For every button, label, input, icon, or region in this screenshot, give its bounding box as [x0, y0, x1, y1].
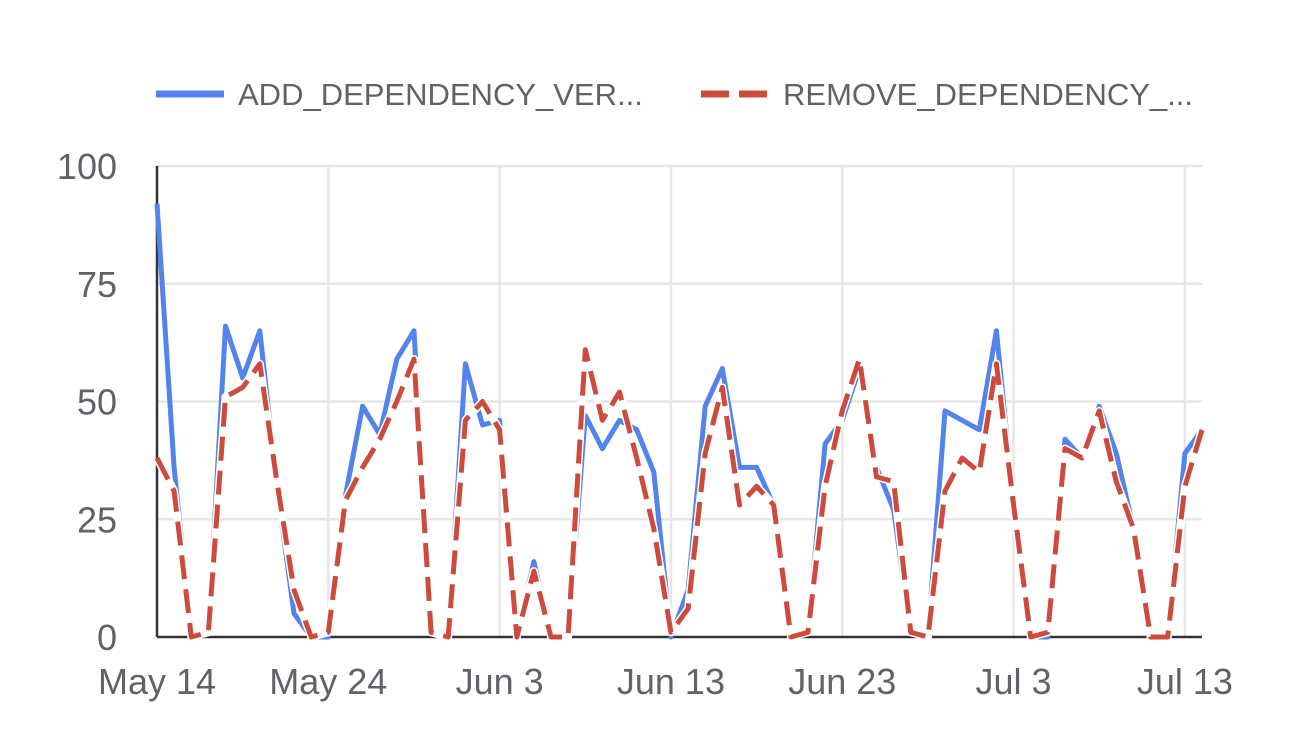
x-tick-label: Jun 23 — [788, 661, 896, 702]
x-tick-label: Jun 3 — [456, 661, 544, 702]
series-line-1 — [157, 350, 1202, 637]
legend-label-1: REMOVE_DEPENDENCY_... — [783, 77, 1193, 112]
legend-label-0: ADD_DEPENDENCY_VER... — [238, 77, 643, 112]
x-tick-label: Jul 13 — [1137, 661, 1233, 702]
series-line-0 — [157, 204, 1202, 637]
y-tick-label: 0 — [97, 617, 117, 658]
x-tick-label: May 24 — [269, 661, 387, 702]
y-tick-label: 75 — [77, 264, 117, 305]
x-tick-label: May 14 — [98, 661, 216, 702]
series-halo-1 — [157, 350, 1202, 637]
y-tick-label: 50 — [77, 382, 117, 423]
x-tick-label: Jul 3 — [976, 661, 1052, 702]
x-tick-label: Jun 13 — [617, 661, 725, 702]
y-tick-label: 25 — [77, 499, 117, 540]
y-tick-label: 100 — [57, 146, 117, 187]
